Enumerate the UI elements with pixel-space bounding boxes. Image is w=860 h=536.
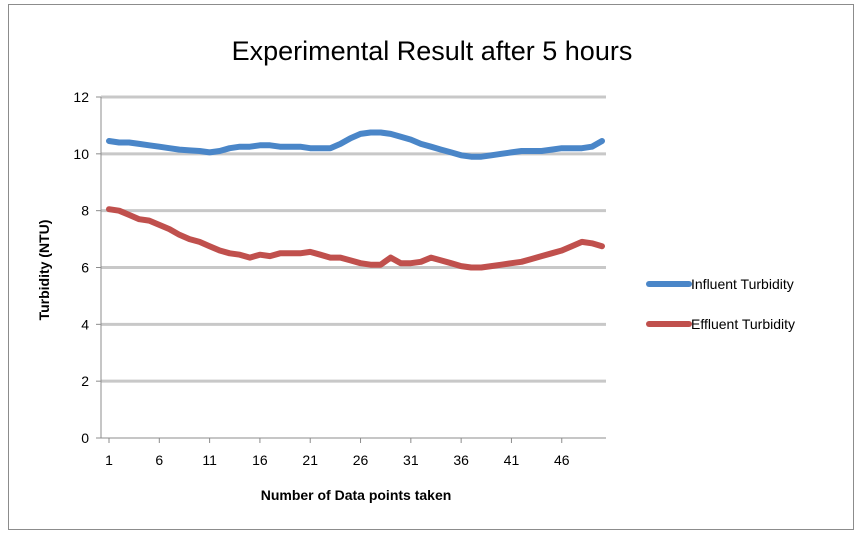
y-axis-title: Turbidity (NTU)	[36, 220, 52, 321]
x-tick-label: 6	[155, 452, 163, 468]
legend: Influent Turbidity Effluent Turbidity	[646, 276, 795, 332]
x-tick-label: 16	[252, 452, 268, 468]
x-tick-label: 1	[105, 452, 113, 468]
y-tick-label: 0	[81, 430, 89, 446]
series-line-influent	[106, 129, 605, 160]
legend-label-influent: Influent Turbidity	[691, 276, 794, 292]
x-tick-label: 31	[403, 452, 419, 468]
legend-item-effluent[interactable]: Effluent Turbidity	[646, 316, 795, 332]
x-axis-title: Number of Data points taken	[261, 487, 452, 503]
y-tick-label: 2	[81, 373, 89, 389]
legend-label-effluent: Effluent Turbidity	[691, 316, 795, 332]
y-tick-label: 8	[81, 203, 89, 219]
x-tick-label: 26	[353, 452, 369, 468]
legend-item-influent[interactable]: Influent Turbidity	[646, 276, 794, 292]
y-tick-label: 10	[73, 146, 89, 162]
x-tick-label: 11	[202, 452, 217, 468]
y-tick-label: 12	[73, 89, 89, 105]
x-tick-label: 46	[554, 452, 570, 468]
gridlines	[101, 95, 606, 383]
series-lines	[106, 129, 605, 271]
chart-title: Experimental Result after 5 hours	[232, 36, 633, 66]
y-tick-label: 4	[81, 316, 89, 332]
line-chart: Experimental Result after 5 hours 024681…	[36, 36, 795, 503]
x-tick-label: 21	[302, 452, 318, 468]
x-tick-label: 36	[453, 452, 469, 468]
y-axis-ticks: 0 2 4 6 8 10 12	[73, 89, 101, 446]
x-axis-ticks: 1 6 11 16 21 26 31 36 41 46	[105, 438, 570, 468]
x-tick-label: 41	[504, 452, 520, 468]
y-tick-label: 6	[81, 260, 89, 276]
series-line-effluent	[106, 206, 605, 271]
